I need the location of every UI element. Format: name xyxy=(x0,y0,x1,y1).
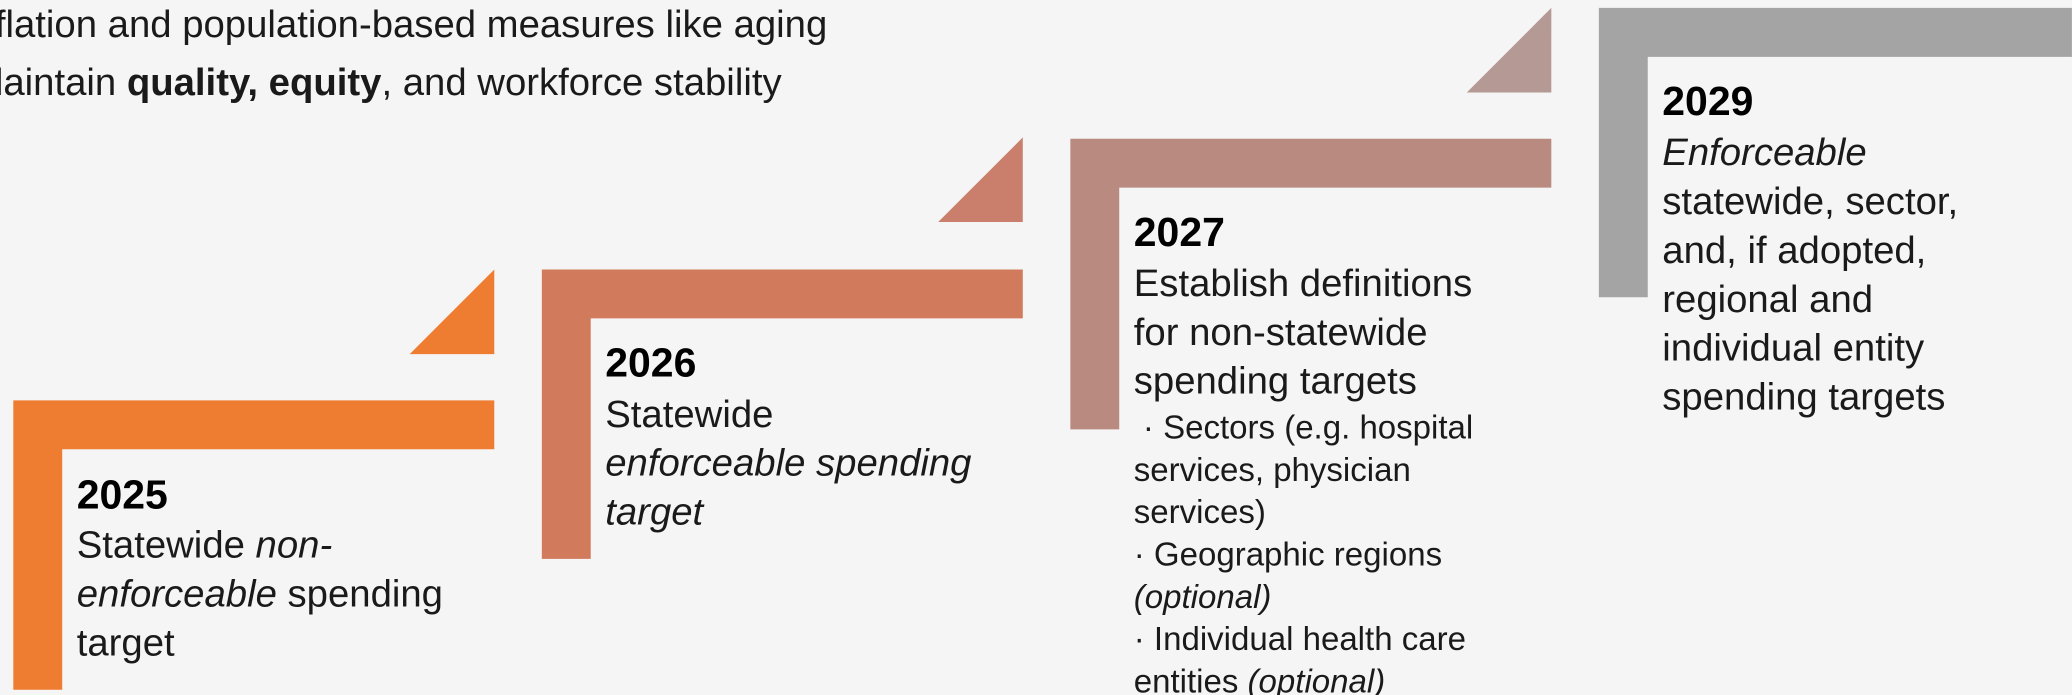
line: for non-statewide xyxy=(1134,311,1428,354)
line: statewide, sector, xyxy=(1662,180,1958,223)
text: quality, equity xyxy=(127,61,382,104)
text: spending xyxy=(277,572,443,615)
bullet: · Individual health care xyxy=(1134,620,1466,657)
text: target xyxy=(605,491,704,534)
line: Statewide xyxy=(605,393,773,436)
line: target xyxy=(77,621,175,664)
text: · Geographic regions xyxy=(1134,536,1442,573)
text: Statewide xyxy=(605,393,773,436)
intro-line: flation and population-based measures li… xyxy=(0,3,827,46)
bullet: (optional) xyxy=(1134,578,1272,615)
text: enforceable spending xyxy=(605,442,971,485)
line: Enforceable xyxy=(1662,131,1866,174)
step-arrow xyxy=(1466,7,1552,93)
step-2025: 2025 Statewide non- enforceable spending… xyxy=(13,269,495,690)
bullet: · Sectors (e.g. hospital xyxy=(1134,409,1473,446)
text: and, if adopted, xyxy=(1662,229,1926,272)
line: Establish definitions xyxy=(1134,262,1472,305)
text: statewide, sector, xyxy=(1662,180,1958,223)
intro-line: laintain quality, equity, and workforce … xyxy=(0,61,782,104)
year: 2025 xyxy=(77,472,168,518)
text: laintain xyxy=(0,61,127,104)
bullet: services, physician xyxy=(1134,451,1411,488)
line: enforceable spending xyxy=(77,572,443,615)
year: 2027 xyxy=(1134,209,1225,255)
step-bar xyxy=(1070,138,1552,430)
step-2029: 2029 Enforceable statewide, sector, and,… xyxy=(1598,7,2072,419)
line: Statewide non- xyxy=(77,524,332,567)
line: target xyxy=(605,491,704,534)
text: non- xyxy=(256,524,333,567)
text: Enforceable xyxy=(1662,131,1866,174)
line: spending targets xyxy=(1662,376,1945,419)
text: · Individual health care xyxy=(1134,620,1466,657)
line: regional and xyxy=(1662,278,1873,321)
line: individual entity xyxy=(1662,327,1925,370)
bullet: · Geographic regions xyxy=(1134,536,1442,573)
text: services, physician xyxy=(1134,451,1411,488)
text: spending targets xyxy=(1662,376,1945,419)
step-arrow xyxy=(409,269,495,355)
step-2026: 2026 Statewide enforceable spending targ… xyxy=(541,137,1023,559)
text: enforceable xyxy=(77,572,277,615)
step-2027: 2027 Establish definitions for non-state… xyxy=(1070,7,1552,695)
text: (optional) xyxy=(1248,662,1386,695)
year: 2029 xyxy=(1662,78,1753,124)
step-bar xyxy=(541,269,1023,559)
line: enforceable spending xyxy=(605,442,971,485)
text: spending targets xyxy=(1134,360,1417,403)
text: , and workforce stability xyxy=(381,61,782,104)
text: entities xyxy=(1134,662,1248,695)
step-arrow xyxy=(938,137,1023,222)
step-bar xyxy=(13,400,495,690)
step-bar xyxy=(1598,7,2072,298)
text: Establish definitions xyxy=(1134,262,1472,305)
text: (optional) xyxy=(1134,578,1272,615)
text: Statewide xyxy=(77,524,256,567)
text: individual entity xyxy=(1662,327,1925,370)
text: · Sectors (e.g. hospital xyxy=(1134,409,1473,446)
text: regional and xyxy=(1662,278,1873,321)
text: for non-statewide xyxy=(1134,311,1428,354)
text: target xyxy=(77,621,175,664)
year: 2026 xyxy=(605,340,696,386)
line: spending targets xyxy=(1134,360,1417,403)
bullet: entities (optional) xyxy=(1134,662,1385,695)
line: and, if adopted, xyxy=(1662,229,1926,272)
bullet: services) xyxy=(1134,493,1266,530)
text: services) xyxy=(1134,493,1266,530)
